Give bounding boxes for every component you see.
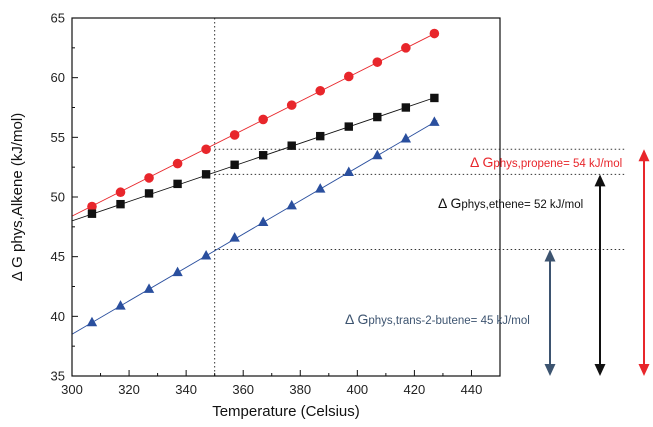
energy-annotation: Δ Gphys,trans-2-butene= 45 kJ/mol: [345, 311, 530, 327]
data-point-triangle: [429, 116, 440, 126]
energy-arrows: [544, 149, 650, 376]
axis-ticks: [71, 17, 472, 377]
data-point-square: [173, 179, 182, 189]
data-point-circle: [429, 28, 440, 39]
arrow-head-up: [544, 249, 556, 262]
data-point-triangle: [172, 266, 183, 277]
data-point-triangle: [315, 183, 326, 193]
energy-annotation: Δ Gphys,ethene= 52 kJ/mol: [438, 195, 583, 211]
energy-annotation: Δ Gphys,propene= 54 kJ/mol: [470, 154, 622, 170]
annotation-g: G: [482, 154, 493, 170]
arrow-head-down: [544, 364, 556, 376]
x-tick-label: 320: [118, 382, 140, 397]
fit-line: [71, 120, 438, 335]
x-tick-label: 380: [289, 382, 311, 397]
data-point-square: [230, 160, 239, 169]
data-point-circle: [258, 114, 268, 125]
data-point-square: [144, 189, 154, 198]
data-point-triangle: [115, 300, 126, 310]
x-tick-label: 400: [346, 382, 368, 397]
data-point-triangle: [86, 316, 98, 327]
y-tick-label: 55: [51, 130, 65, 145]
data-point-square: [401, 103, 411, 112]
fit-line: [71, 31, 438, 217]
y-tick-label: 50: [51, 190, 65, 205]
annotation-subscript: phys,ethene: [461, 199, 524, 211]
data-point-triangle: [372, 149, 383, 160]
data-point-square: [344, 122, 353, 131]
x-tick-label: 420: [404, 382, 426, 397]
data-point-square: [116, 199, 125, 209]
y-tick-label: 40: [51, 309, 65, 324]
x-tick-label: 360: [232, 382, 254, 397]
x-axis-title: Temperature (Celsius): [212, 403, 360, 420]
arrow-head-down: [594, 364, 606, 376]
data-point-triangle: [143, 283, 155, 293]
arrow-head-up: [638, 149, 650, 162]
data-point-circle: [201, 144, 211, 155]
data-point-circle: [229, 130, 240, 140]
annotation-g: G: [450, 195, 461, 211]
data-point-square: [287, 141, 296, 150]
double-arrow: [594, 174, 606, 376]
y-tick-label: 35: [51, 369, 65, 384]
data-point-circle: [343, 71, 354, 82]
data-point-triangle: [200, 249, 212, 260]
x-tick-label: 440: [461, 382, 483, 397]
data-point-circle: [286, 100, 297, 110]
fit-lines: [71, 31, 438, 335]
data-point-square: [316, 131, 325, 141]
data-point-circle: [172, 158, 183, 169]
data-point-square: [87, 209, 97, 218]
data-point-triangle: [286, 199, 297, 210]
data-point-triangle: [257, 216, 269, 227]
annotation-value: = 54 kJ/mol: [563, 158, 622, 170]
y-tick-label: 45: [51, 249, 65, 264]
data-point-circle: [401, 43, 411, 53]
data-point-circle: [115, 187, 126, 198]
data-point-triangle: [229, 232, 240, 242]
x-tick-label: 340: [175, 382, 197, 397]
data-point-triangle: [400, 133, 412, 143]
data-point-square: [258, 151, 268, 160]
annotation-value: = 52 kJ/mol: [524, 199, 583, 211]
y-tick-label: 65: [51, 11, 65, 26]
data-point-square: [201, 170, 211, 179]
data-point-square: [430, 93, 439, 103]
y-tick-label: 60: [51, 70, 65, 85]
data-point-circle: [87, 201, 97, 212]
arrow-head-up: [594, 174, 606, 187]
data-point-circle: [144, 173, 154, 183]
x-tick-label: 300: [61, 382, 83, 397]
double-arrow: [544, 249, 556, 376]
data-markers: [86, 28, 440, 327]
fit-line: [71, 96, 438, 222]
annotation-delta: Δ: [345, 311, 357, 327]
data-point-circle: [372, 57, 383, 67]
arrow-head-down: [638, 364, 650, 376]
y-axis-title: Δ G phys,Alkene (kJ/mol): [9, 113, 26, 281]
data-point-triangle: [343, 166, 354, 176]
data-point-circle: [315, 85, 326, 96]
double-arrow: [638, 149, 650, 376]
annotation-delta: Δ: [438, 195, 450, 211]
annotation-delta: Δ: [470, 154, 482, 170]
annotation-g: G: [357, 311, 368, 327]
data-point-square: [373, 112, 382, 122]
annotation-value: = 45 kJ/mol: [471, 315, 530, 327]
annotation-subscript: phys,propene: [493, 158, 563, 170]
axis-tick-labels: 300 320 340 360 380 400 420 440 35 40 45 50 55 60 65: [51, 11, 483, 398]
annotation-subscript: phys,trans-2-butene: [368, 315, 470, 327]
